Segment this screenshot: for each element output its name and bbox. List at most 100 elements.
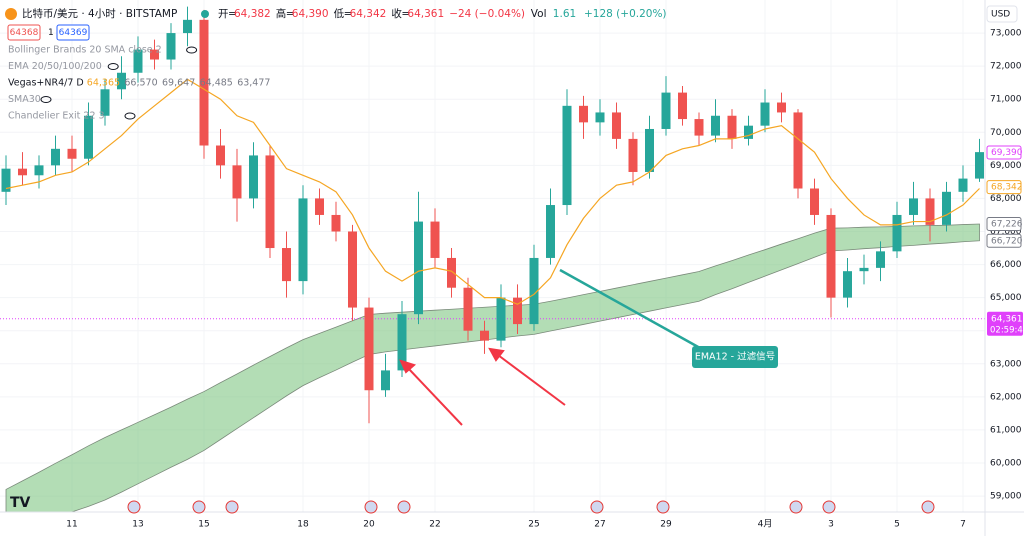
- candle-body: [546, 205, 555, 258]
- indicator-value: 64,365: [87, 78, 120, 89]
- input-box[interactable]: [7, 24, 41, 41]
- x-tick-label: 29: [660, 520, 672, 530]
- ema-band: [5, 223, 980, 512]
- candle-body: [34, 165, 44, 176]
- candle-body: [463, 287, 473, 331]
- arrow-head: [488, 347, 505, 362]
- event-icon[interactable]: [789, 500, 803, 514]
- event-icon[interactable]: [127, 500, 141, 514]
- ohlc-value: 64,361: [407, 8, 444, 20]
- candle-body: [711, 115, 720, 136]
- indicator-value: 64,485: [200, 78, 233, 89]
- y-tick-label: 66,000: [990, 260, 1022, 270]
- ohlc-value: 64,382: [234, 8, 271, 20]
- plot-area: [0, 0, 985, 512]
- input-value: 64368: [10, 28, 39, 38]
- volume-label: Vol: [531, 8, 547, 20]
- price-tag-label: 66,720: [991, 236, 1023, 246]
- y-tick-label: 59,000: [990, 492, 1022, 502]
- price-tag: [986, 145, 1022, 160]
- candle-body: [480, 330, 489, 341]
- candle-body: [529, 257, 539, 325]
- volume: 1.61: [553, 8, 576, 20]
- callout-line: [559, 268, 701, 350]
- candle-body: [892, 214, 902, 252]
- candle-body: [348, 231, 357, 308]
- indicator-label: Chandelier Exit 22 3: [8, 111, 105, 122]
- event-icons: [127, 500, 935, 514]
- x-tick-label: 5: [894, 520, 900, 530]
- x-tick-label: 27: [594, 520, 605, 530]
- candle-body: [612, 112, 621, 139]
- candle-body: [1, 168, 11, 192]
- ohlc-label: 低: [334, 7, 345, 20]
- candle-body: [364, 307, 374, 391]
- candle-body: [249, 155, 258, 199]
- x-tick-label: 25: [528, 520, 539, 530]
- y-tick-label: 65,000: [990, 293, 1022, 303]
- ohlc-legend: 开 =64,382 高 =64,390 低 =64,342 收 =64,361 −24 (−0.…: [218, 7, 667, 20]
- logo: TV: [10, 495, 31, 511]
- candle-body: [678, 92, 687, 120]
- y-tick-label: 67,000: [990, 227, 1022, 237]
- event-icon[interactable]: [192, 500, 206, 514]
- coin-icon: [5, 8, 17, 20]
- x-tick-label: 3: [828, 520, 834, 530]
- x-tick-label: 4月: [758, 519, 773, 530]
- candle-body: [760, 102, 770, 126]
- x-tick-label: 13: [132, 520, 143, 530]
- candle-body: [579, 105, 588, 123]
- y-tick-label: 72,000: [990, 62, 1022, 72]
- visibility-icon[interactable]: [124, 112, 136, 120]
- candle-body: [513, 297, 522, 325]
- y-tick-label: 71,000: [990, 95, 1022, 105]
- candle-body: [595, 112, 605, 123]
- y-tick-label: 61,000: [990, 425, 1022, 435]
- ohlc-label: 收: [391, 7, 402, 20]
- event-icon[interactable]: [397, 500, 411, 514]
- change: −24 (−0.04%): [449, 8, 525, 20]
- y-tick-label: 62,000: [990, 392, 1022, 402]
- input-box[interactable]: [56, 24, 90, 41]
- indicator-value: 69,647: [162, 78, 195, 89]
- status-dot: [201, 10, 209, 18]
- arrows: [399, 347, 566, 426]
- event-icon[interactable]: [921, 500, 935, 514]
- x-tick-label: 22: [429, 520, 440, 530]
- candle-body: [826, 214, 836, 298]
- event-icon[interactable]: [656, 500, 670, 514]
- candle-body: [430, 221, 440, 258]
- price-tag: [986, 233, 1022, 248]
- candle-body: [843, 271, 852, 298]
- visibility-icon[interactable]: [107, 63, 119, 70]
- candle-body: [18, 168, 27, 176]
- candle-body: [909, 198, 918, 215]
- event-icon[interactable]: [822, 500, 836, 514]
- candle-body: [67, 148, 77, 159]
- candle-body: [397, 314, 407, 371]
- ohlc-eq: =: [286, 8, 295, 20]
- candle-body: [727, 115, 737, 139]
- callout-box: [692, 346, 778, 368]
- event-icon[interactable]: [364, 500, 378, 514]
- x-tick-label: 18: [297, 520, 309, 530]
- candle-body: [876, 251, 885, 268]
- candle-body: [496, 297, 506, 341]
- candle-body: [117, 72, 126, 90]
- event-icon[interactable]: [590, 500, 604, 514]
- candle-body: [744, 125, 753, 139]
- input-value: 1: [48, 28, 54, 38]
- header: 比特币/美元 · 4小时 · BITSTAMP 开 =64,382 高 =64,390…: [5, 7, 667, 41]
- x-tick-label: 11: [66, 520, 77, 530]
- visibility-icon[interactable]: [186, 46, 198, 54]
- chart-title: 比特币/美元 · 4小时 · BITSTAMP: [22, 7, 177, 20]
- ohlc-eq: =: [344, 8, 353, 20]
- currency-button[interactable]: [986, 5, 1018, 23]
- event-icon[interactable]: [225, 500, 239, 514]
- candle-body: [381, 370, 390, 391]
- visibility-icon[interactable]: [40, 96, 52, 103]
- last-price-label: 64,361: [991, 314, 1023, 324]
- ohlc-eq: =: [228, 8, 237, 20]
- indicator-value: 63,477: [237, 78, 270, 89]
